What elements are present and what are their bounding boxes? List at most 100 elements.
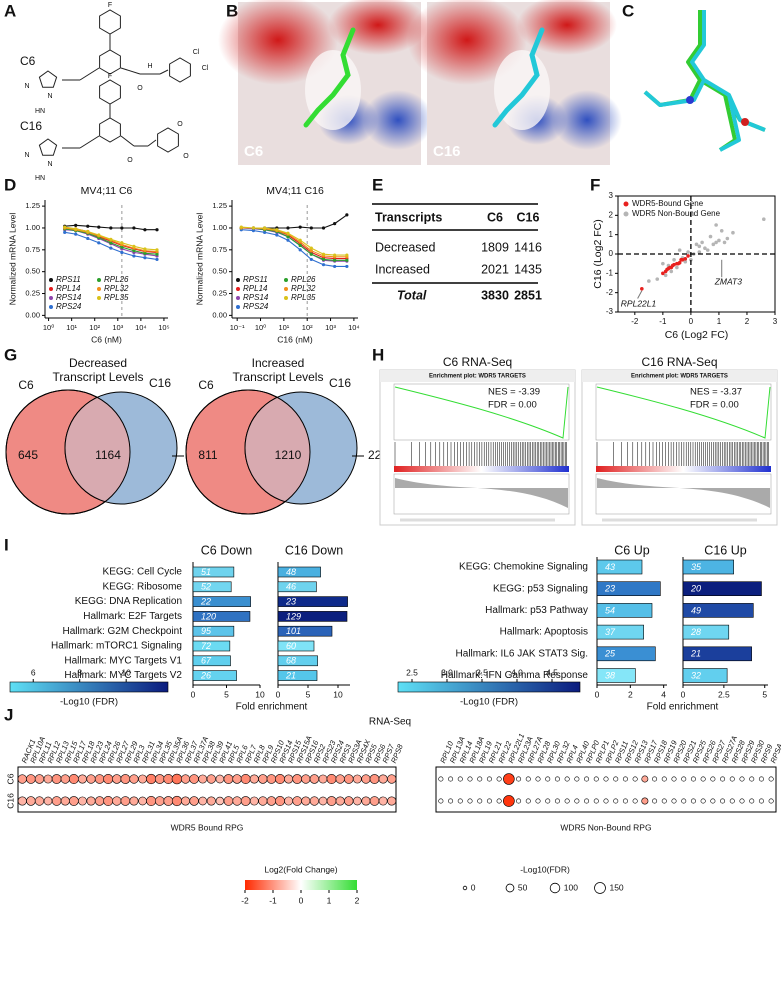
legend-label: RPL26 bbox=[291, 275, 316, 284]
es-frame bbox=[393, 383, 570, 441]
data-point bbox=[74, 227, 78, 231]
data-point bbox=[63, 225, 67, 229]
dot bbox=[525, 798, 531, 804]
data-point bbox=[275, 233, 279, 237]
scatter-point bbox=[714, 240, 718, 245]
data-point bbox=[286, 238, 290, 242]
bar bbox=[192, 625, 235, 637]
dot bbox=[163, 796, 174, 806]
table-cell: 1809 bbox=[481, 240, 509, 254]
size-key-label: 0 bbox=[471, 882, 476, 892]
bar bbox=[192, 611, 251, 622]
data-point bbox=[155, 228, 159, 232]
data-point bbox=[333, 222, 337, 226]
dot bbox=[710, 798, 716, 804]
compound-name: C6 bbox=[20, 54, 36, 68]
nes: NES = -3.39 bbox=[488, 387, 540, 398]
size-key bbox=[462, 885, 468, 891]
bar-count: 25 bbox=[604, 649, 616, 659]
dot bbox=[700, 776, 706, 782]
dot bbox=[671, 798, 677, 804]
dot bbox=[26, 796, 36, 806]
dot bbox=[274, 773, 286, 785]
atom-label: F bbox=[108, 73, 112, 80]
surface-red bbox=[407, 0, 527, 85]
dot bbox=[652, 798, 658, 804]
surface-blue bbox=[363, 90, 433, 150]
category-label: Hallmark: mTORC1 Signaling bbox=[51, 641, 182, 652]
bar bbox=[277, 581, 317, 593]
legend-label: RPL32 bbox=[104, 284, 129, 293]
bar bbox=[682, 646, 752, 662]
dot bbox=[86, 796, 96, 806]
dot bbox=[593, 776, 599, 782]
data-point bbox=[263, 226, 267, 230]
bar-count: 26 bbox=[200, 670, 211, 680]
colorbar-label: -Log10 (FDR) bbox=[60, 697, 118, 708]
dot bbox=[584, 798, 590, 804]
venn-title: Transcript Levels bbox=[53, 370, 144, 384]
plot-title: C6 RNA-Seq bbox=[443, 355, 512, 369]
dot bbox=[622, 798, 628, 804]
thumb-frame bbox=[379, 369, 576, 526]
legend-marker bbox=[623, 211, 629, 217]
atom-label: HN bbox=[35, 108, 45, 115]
surface-red bbox=[328, 0, 428, 55]
dot bbox=[457, 776, 463, 782]
bar bbox=[277, 655, 318, 667]
scatter-point bbox=[708, 234, 713, 239]
dot bbox=[632, 776, 638, 782]
bar-count: 20 bbox=[690, 584, 701, 594]
data-point bbox=[155, 252, 159, 256]
dot bbox=[603, 798, 609, 804]
scatter-point bbox=[683, 259, 688, 264]
dot bbox=[146, 773, 157, 785]
x-tick-label: 0 bbox=[276, 689, 281, 699]
legend-marker bbox=[284, 296, 288, 300]
dot bbox=[584, 776, 590, 782]
dot bbox=[94, 796, 105, 806]
dot bbox=[477, 798, 483, 804]
legend-marker bbox=[284, 278, 288, 282]
data-point bbox=[143, 256, 147, 260]
scatter-point bbox=[663, 273, 668, 278]
scatter-point bbox=[661, 261, 665, 266]
dot bbox=[266, 796, 277, 806]
data-point bbox=[309, 252, 313, 256]
scatter-point bbox=[668, 265, 672, 270]
set-label: C16 bbox=[149, 376, 171, 390]
colorbar-tick-label: 8 bbox=[77, 667, 82, 677]
dot bbox=[292, 774, 303, 784]
data-point bbox=[309, 226, 313, 230]
chart-title: C6 Up bbox=[614, 543, 649, 557]
x-axis-label: Fold enrichment bbox=[647, 702, 719, 713]
dot bbox=[574, 798, 580, 804]
legend-marker bbox=[236, 305, 240, 309]
panel-label: A bbox=[4, 1, 16, 20]
dot bbox=[171, 795, 183, 807]
dot bbox=[564, 798, 570, 804]
venn-title: Increased bbox=[252, 356, 305, 370]
data-point bbox=[109, 226, 113, 230]
dot bbox=[198, 796, 208, 806]
dot bbox=[554, 776, 560, 782]
data-point bbox=[97, 225, 101, 229]
colorbar bbox=[9, 681, 169, 693]
dot bbox=[387, 796, 397, 806]
dot bbox=[309, 774, 320, 784]
dot bbox=[318, 796, 328, 806]
dot bbox=[43, 774, 53, 784]
rank-bar bbox=[596, 466, 771, 472]
category-label: KEGG: Chemokine Signaling bbox=[459, 562, 588, 573]
dot bbox=[758, 776, 764, 782]
y-tick-label: 1.25 bbox=[25, 201, 40, 210]
dot bbox=[387, 774, 397, 784]
data-point bbox=[143, 247, 147, 251]
atom-label: N bbox=[24, 83, 29, 90]
category-label: KEGG: Ribosome bbox=[103, 581, 183, 592]
dot bbox=[516, 798, 522, 804]
thumb-title: Enrichment plot: WDR5 TARGETS bbox=[429, 374, 526, 380]
bar-count: 60 bbox=[286, 641, 296, 651]
dot bbox=[467, 776, 473, 782]
dot bbox=[564, 776, 570, 782]
